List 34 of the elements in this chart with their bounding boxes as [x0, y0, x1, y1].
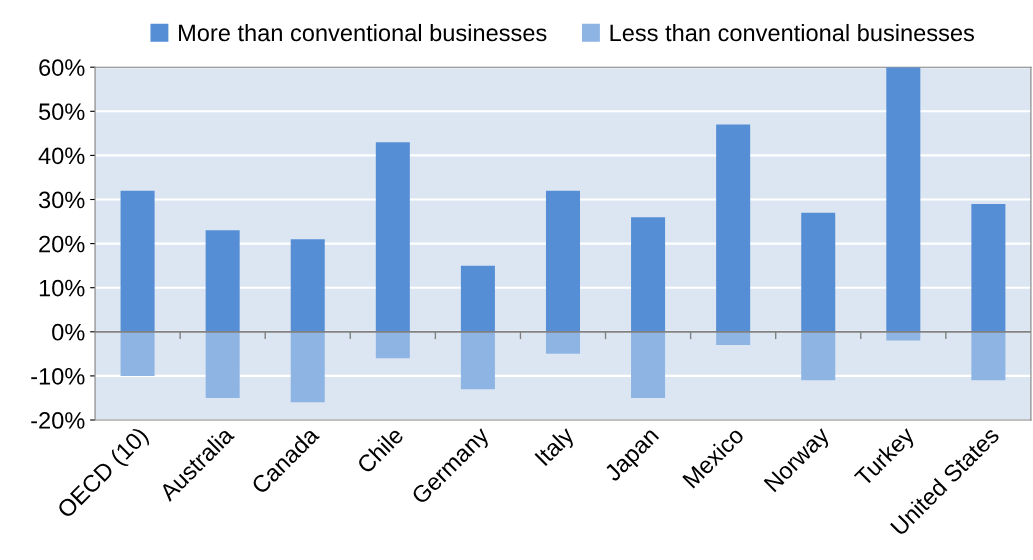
- bar: [290, 239, 325, 332]
- x-tick-label: Italy: [533, 424, 579, 470]
- bar: [631, 217, 666, 332]
- bar: [971, 331, 1006, 381]
- y-tick-label: 20%: [39, 235, 85, 253]
- bar: [971, 203, 1006, 332]
- bar: [375, 331, 410, 359]
- y-tick-label: -20%: [31, 412, 85, 429]
- bar: [290, 331, 325, 403]
- bar: [205, 331, 240, 398]
- bar: [716, 331, 751, 346]
- y-tick-label: 30%: [38, 191, 85, 209]
- bar: [886, 67, 921, 332]
- bar: [801, 331, 836, 381]
- bar: [631, 331, 666, 398]
- bar: [545, 331, 580, 354]
- y-tick-label: -10%: [31, 367, 85, 385]
- bar: [886, 331, 921, 341]
- y-tick-label: 60%: [39, 59, 85, 76]
- bar: [120, 331, 155, 376]
- bar: [801, 212, 836, 332]
- bar: [120, 190, 155, 332]
- y-tick-label: 10%: [39, 279, 85, 297]
- bar: [460, 265, 495, 332]
- bar: [375, 142, 410, 332]
- legend-label: More than conventional businesses: [179, 23, 547, 42]
- y-tick-label: 50%: [39, 103, 85, 121]
- bar: [460, 331, 495, 390]
- bar: [716, 124, 751, 332]
- y-tick-label: 40%: [38, 147, 85, 165]
- y-tick-label: 0%: [52, 323, 85, 341]
- bar: [205, 230, 240, 332]
- legend-label: Less than conventional businesses: [610, 23, 974, 42]
- bar: [545, 190, 580, 332]
